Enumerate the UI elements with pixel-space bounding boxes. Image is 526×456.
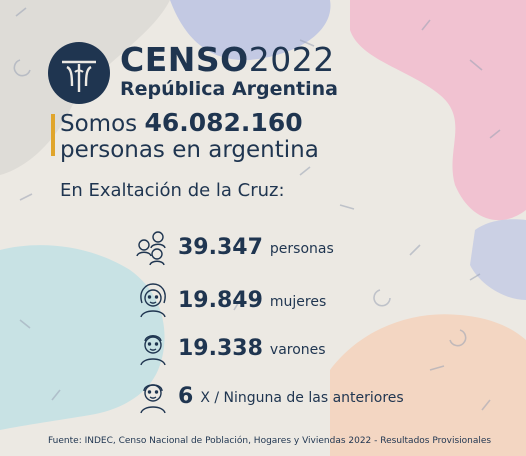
brand-name: CENSO: [120, 40, 249, 79]
stat-value: 19.338: [178, 335, 263, 361]
accent-bar: [51, 114, 55, 156]
stat-value: 39.347: [178, 234, 263, 260]
total-suffix: personas en argentina: [60, 137, 319, 163]
locality-heading: En Exaltación de la Cruz:: [60, 180, 285, 201]
source-footnote: Fuente: INDEC, Censo Nacional de Poblaci…: [48, 436, 492, 446]
stat-row-women: 19.849 mujeres: [134, 281, 326, 319]
stat-row-men: 19.338 varones: [134, 329, 326, 367]
total-block: Somos 46.082.160 personas en argentina: [60, 108, 319, 164]
stat-label: mujeres: [269, 294, 327, 310]
stat-row-other: 6 X / Ninguna de las anteriores: [134, 377, 404, 415]
stat-value: 6: [178, 383, 194, 409]
group-people-icon: [136, 231, 166, 266]
total-value: 46.082.160: [144, 108, 303, 137]
total-prefix: Somos: [60, 111, 138, 137]
stat-label: personas: [269, 241, 334, 257]
woman-face-icon: [140, 283, 166, 318]
stat-label: X / Ninguna de las anteriores: [200, 390, 404, 406]
brand-title: CENSO2022: [120, 42, 338, 78]
stat-row-total: 39.347 personas: [134, 228, 334, 266]
stat-value: 19.849: [178, 287, 263, 313]
brand-block: CENSO2022 República Argentina: [120, 42, 338, 101]
total-headline: Somos 46.082.160: [60, 108, 319, 138]
man-face-icon: [140, 335, 166, 366]
censo-logo-icon: [48, 42, 110, 104]
brand-year: 2022: [248, 40, 335, 79]
brand-country: República Argentina: [120, 78, 338, 100]
stat-label: varones: [269, 342, 326, 358]
person-face-icon: [140, 384, 166, 414]
